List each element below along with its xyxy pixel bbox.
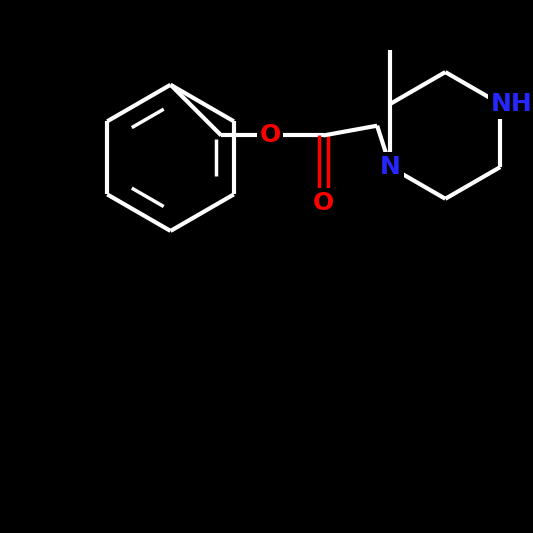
Text: O: O [313,191,334,215]
Text: NH: NH [491,92,533,116]
Text: N: N [380,155,401,179]
Text: O: O [259,124,280,148]
